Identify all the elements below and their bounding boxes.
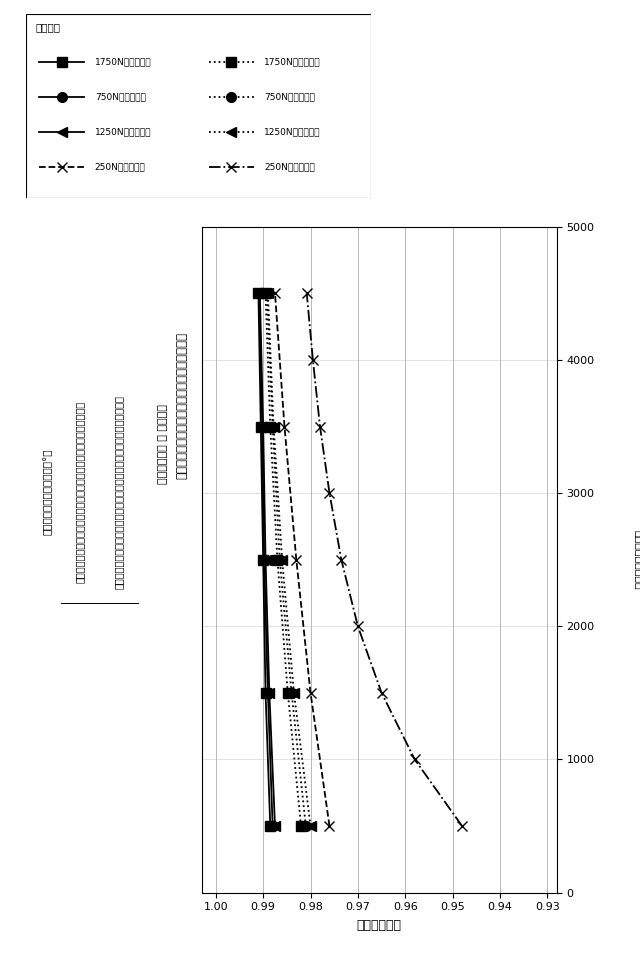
Text: 250Nグループ２: 250Nグループ２ xyxy=(264,162,315,171)
FancyBboxPatch shape xyxy=(26,14,371,198)
Text: 750Nグループ２: 750Nグループ２ xyxy=(264,93,315,101)
Text: 1250Nグループ１: 1250Nグループ１ xyxy=(95,127,151,136)
Y-axis label: 入力速度（ｒｐｍ）: 入力速度（ｒｐｍ） xyxy=(633,530,640,590)
Text: グループ２：無電解ニッケル非被覆リンクを有するＴ１１１チェーン: グループ２：無電解ニッケル非被覆リンクを有するＴ１１１チェーン xyxy=(75,401,85,583)
Text: 入力荷重: 入力荷重 xyxy=(36,22,61,32)
Text: 1250Nグループ２: 1250Nグループ２ xyxy=(264,127,321,136)
Text: 750Nグループ１: 750Nグループ１ xyxy=(95,93,145,101)
X-axis label: チェーン効率: チェーン効率 xyxy=(356,920,402,932)
Text: チェーン効率 対 入力速度: チェーン効率 対 入力速度 xyxy=(158,404,168,483)
Text: 1750Nグループ１: 1750Nグループ１ xyxy=(95,58,151,67)
Text: ５Ｗ－２０オイル，１９０°Ｆ: ５Ｗ－２０オイル，１９０°Ｆ xyxy=(43,449,53,536)
Text: タイプ１１１シングルストランドチェーン効率: タイプ１１１シングルストランドチェーン効率 xyxy=(176,332,189,479)
Text: 1750Nグループ２: 1750Nグループ２ xyxy=(264,58,321,67)
Text: 250Nグループ１: 250Nグループ１ xyxy=(95,162,145,171)
Text: グループ１：無電解ニッケルＳｉＣ被覆リンクを有するＴ１１１チェーン: グループ１：無電解ニッケルＳｉＣ被覆リンクを有するＴ１１１チェーン xyxy=(113,396,124,589)
